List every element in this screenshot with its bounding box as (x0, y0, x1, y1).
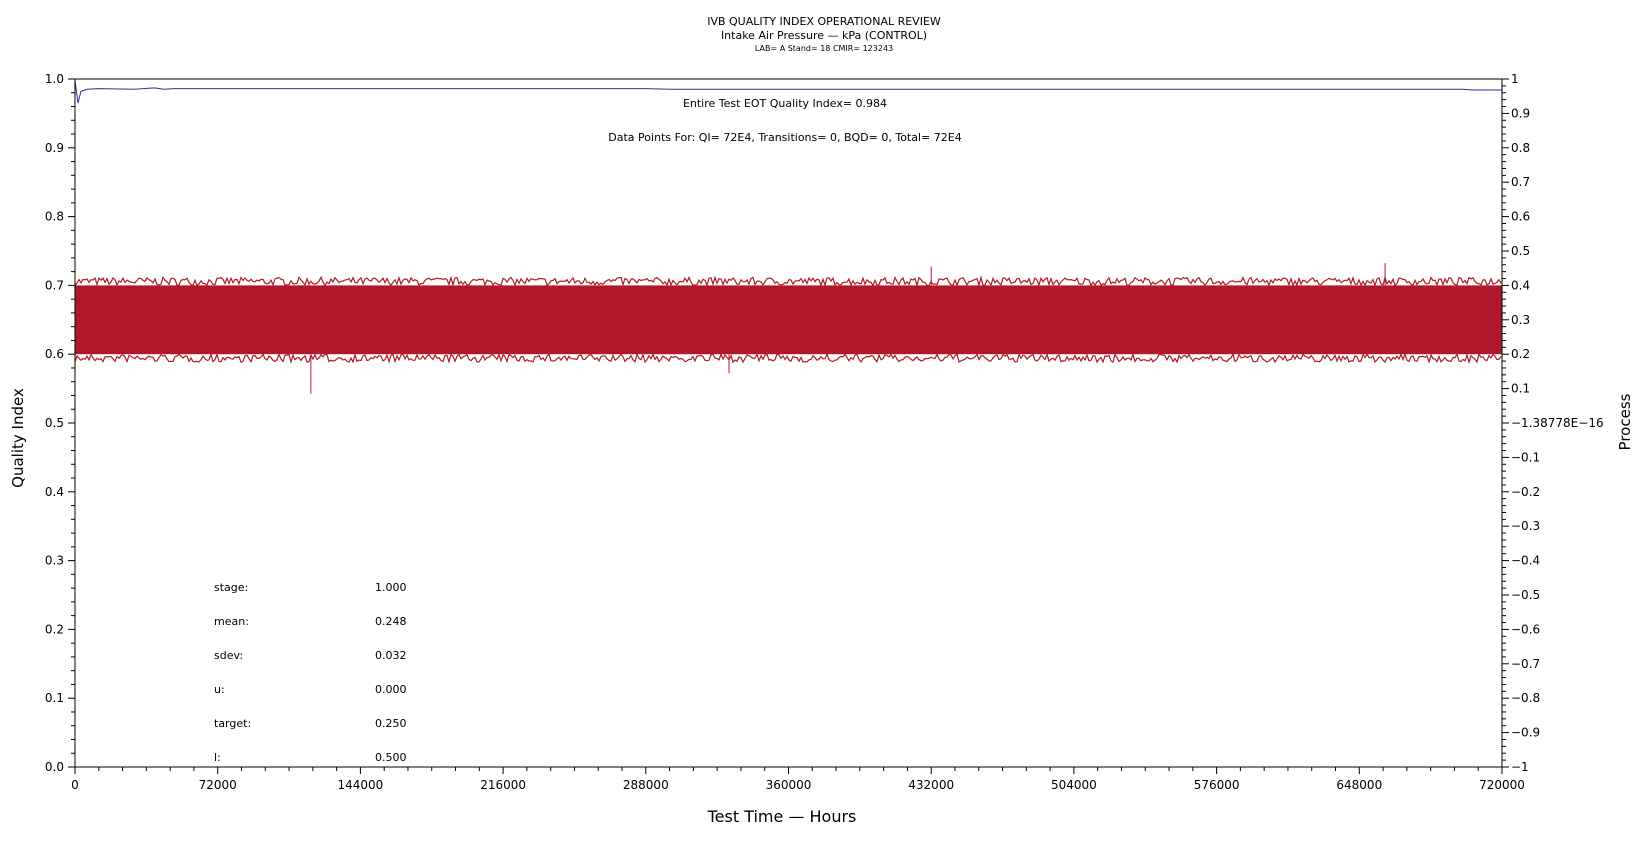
y2-tick-label: −0.8 (1511, 691, 1540, 705)
y2-tick-label: −0.9 (1511, 726, 1540, 740)
y-tick-label: 0.2 (45, 622, 64, 636)
chart-title: IVB QUALITY INDEX OPERATIONAL REVIEW (707, 15, 941, 28)
y2-tick-label: −1.38778E−16 (1511, 416, 1604, 430)
stat-label: mean: (214, 615, 249, 628)
y2-tick-label: 0.3 (1511, 313, 1530, 327)
y2-tick-label: −0.7 (1511, 657, 1540, 671)
y-tick-label: 0.6 (45, 347, 64, 361)
stat-value: 0.000 (375, 683, 407, 696)
y-tick-label: 0.5 (45, 416, 64, 430)
stat-value: 1.000 (375, 581, 407, 594)
stat-value: 0.500 (375, 751, 407, 764)
y2-tick-label: −0.4 (1511, 554, 1540, 568)
y2-tick-label: 0.8 (1511, 141, 1530, 155)
x-tick-label: 432000 (908, 778, 954, 792)
y2-tick-label: 1 (1511, 72, 1519, 86)
y-tick-label: 0.3 (45, 554, 64, 568)
y2-tick-label: −1 (1511, 760, 1529, 774)
y2-tick-label: −0.5 (1511, 588, 1540, 602)
process-band-bottom-edge (74, 352, 1502, 365)
x-tick-label: 0 (71, 778, 79, 792)
y-tick-label: 0.4 (45, 485, 64, 499)
stat-label: sdev: (214, 649, 243, 662)
y-tick-label: 0.0 (45, 760, 64, 774)
y2-tick-label: −0.2 (1511, 485, 1540, 499)
data-points-annotation: Data Points For: QI= 72E4, Transitions= … (608, 131, 961, 144)
stat-value: 0.248 (375, 615, 407, 628)
x-tick-label: 360000 (766, 778, 812, 792)
stat-value: 0.032 (375, 649, 407, 662)
y2-tick-label: 0.5 (1511, 244, 1530, 258)
y-tick-label: 0.7 (45, 278, 64, 292)
y-axis-label: Quality Index (9, 388, 27, 488)
x-tick-label: 288000 (623, 778, 669, 792)
x-axis-label: Test Time — Hours (707, 807, 857, 826)
y-tick-label: 0.9 (45, 141, 64, 155)
x-tick-label: 72000 (199, 778, 237, 792)
process-band-top-edge (74, 275, 1502, 288)
y2-tick-label: −0.6 (1511, 622, 1540, 636)
stat-label: stage: (214, 581, 248, 594)
y2-axis-label: Process (1616, 393, 1634, 450)
chart-subtitle: Intake Air Pressure — kPa (CONTROL) (721, 29, 927, 42)
x-tick-label: 576000 (1194, 778, 1240, 792)
y2-tick-label: −0.3 (1511, 519, 1540, 533)
y2-tick-label: 0.7 (1511, 175, 1530, 189)
plot-frame (74, 78, 1503, 768)
stat-label: u: (214, 683, 225, 696)
stat-label: target: (214, 717, 251, 730)
y-tick-label: 1.0 (45, 72, 64, 86)
eot-annotation: Entire Test EOT Quality Index= 0.984 (683, 97, 887, 110)
y2-tick-label: 0.6 (1511, 210, 1530, 224)
x-tick-label: 504000 (1051, 778, 1097, 792)
y-tick-label: 0.8 (45, 210, 64, 224)
y-tick-label: 0.1 (45, 691, 64, 705)
y2-tick-label: 0.2 (1511, 347, 1530, 361)
y2-tick-label: −0.1 (1511, 450, 1540, 464)
y2-tick-label: 0.9 (1511, 106, 1530, 120)
x-tick-label: 720000 (1479, 778, 1525, 792)
x-tick-label: 216000 (480, 778, 526, 792)
y2-tick-label: 0.4 (1511, 278, 1530, 292)
process-band (75, 285, 1502, 355)
stat-value: 0.250 (375, 717, 407, 730)
x-tick-label: 144000 (337, 778, 383, 792)
quality-index-line (74, 80, 1502, 104)
stat-label: l: (214, 751, 221, 764)
y2-tick-label: 0.1 (1511, 382, 1530, 396)
chart-subtitle-2: LAB= A Stand= 18 CMIR= 123243 (755, 44, 893, 53)
x-tick-label: 648000 (1336, 778, 1382, 792)
